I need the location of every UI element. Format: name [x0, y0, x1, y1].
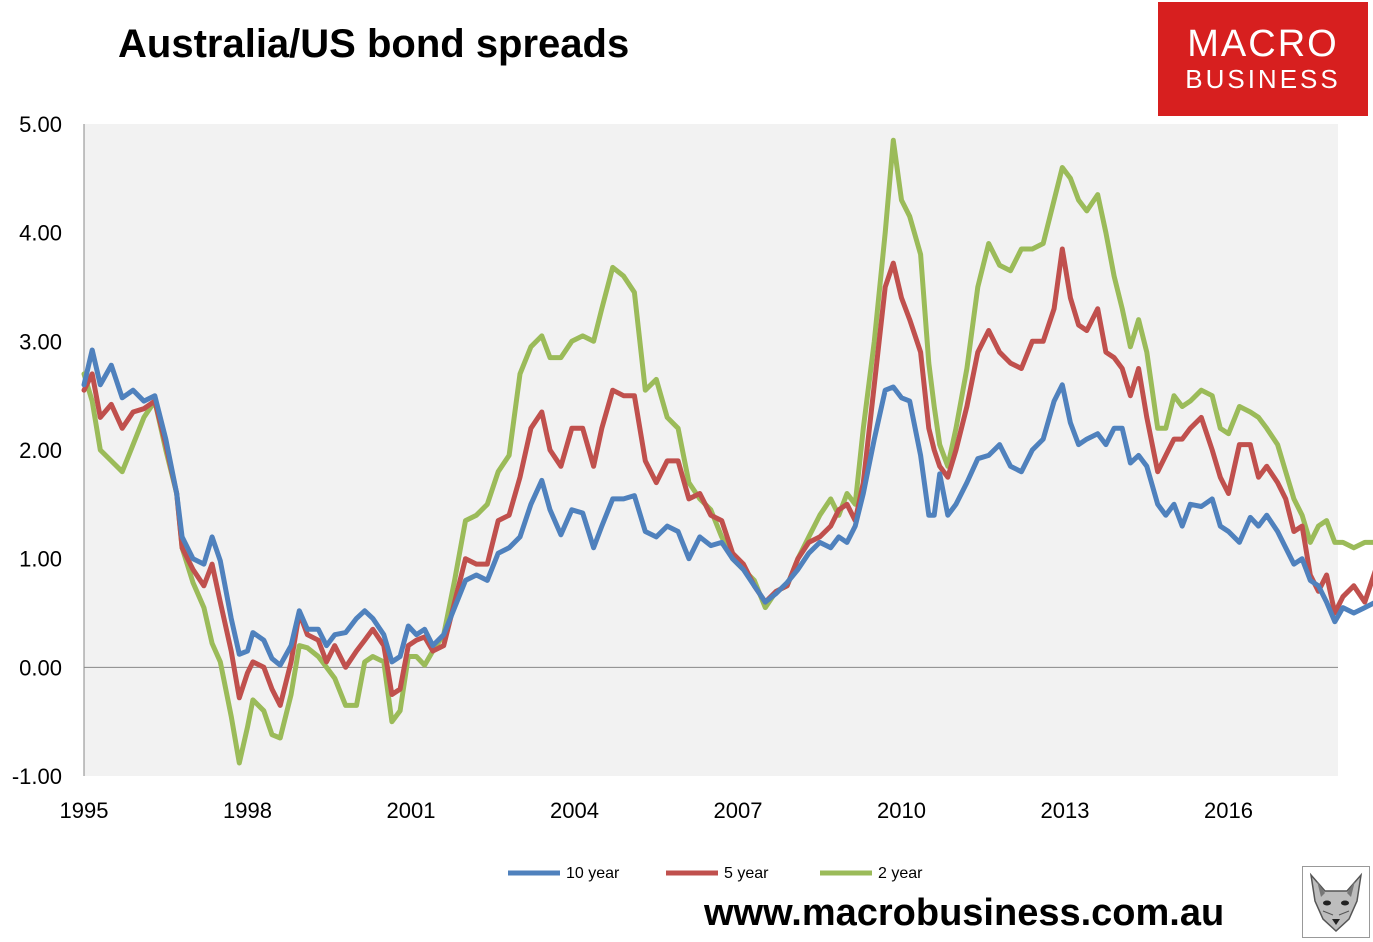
legend-label: 10 year — [566, 865, 620, 882]
macrobusiness-logo[interactable]: MACRO BUSINESS — [1158, 2, 1368, 116]
x-tick-label: 2010 — [877, 798, 926, 823]
website-url[interactable]: www.macrobusiness.com.au — [704, 892, 1225, 934]
y-tick-label: 4.00 — [19, 221, 62, 246]
y-tick-label: 3.00 — [19, 329, 62, 354]
series-line-5-year — [81, 246, 1373, 708]
logo-line-1: MACRO — [1187, 23, 1339, 65]
y-tick-label: 0.00 — [19, 655, 62, 680]
x-tick-label: 2013 — [1041, 798, 1090, 823]
x-tick-label: 1998 — [223, 798, 272, 823]
x-tick-label: 2007 — [714, 798, 763, 823]
legend-label: 2 year — [878, 865, 923, 882]
plot-area — [84, 124, 1338, 776]
y-tick-label: 2.00 — [19, 438, 62, 463]
y-tick-label: 5.00 — [19, 112, 62, 137]
page-title: Australia/US bond spreads — [118, 22, 630, 66]
x-tick-label: 2001 — [387, 798, 436, 823]
y-tick-label: -1.00 — [12, 764, 62, 789]
x-tick-label: 1995 — [60, 798, 109, 823]
legend-label: 5 year — [724, 865, 769, 882]
logo-line-2: BUSINESS — [1185, 64, 1341, 94]
x-tick-label: 2004 — [550, 798, 599, 823]
fox-head-icon — [1302, 866, 1370, 938]
y-tick-label: 1.00 — [19, 547, 62, 572]
x-tick-label: 2016 — [1204, 798, 1253, 823]
series-line-10-year — [81, 347, 1373, 668]
line-chart: 5.00 4.00 3.00 2.00 1.00 0.00 -1.00 1995 1998 200… — [12, 112, 1373, 882]
